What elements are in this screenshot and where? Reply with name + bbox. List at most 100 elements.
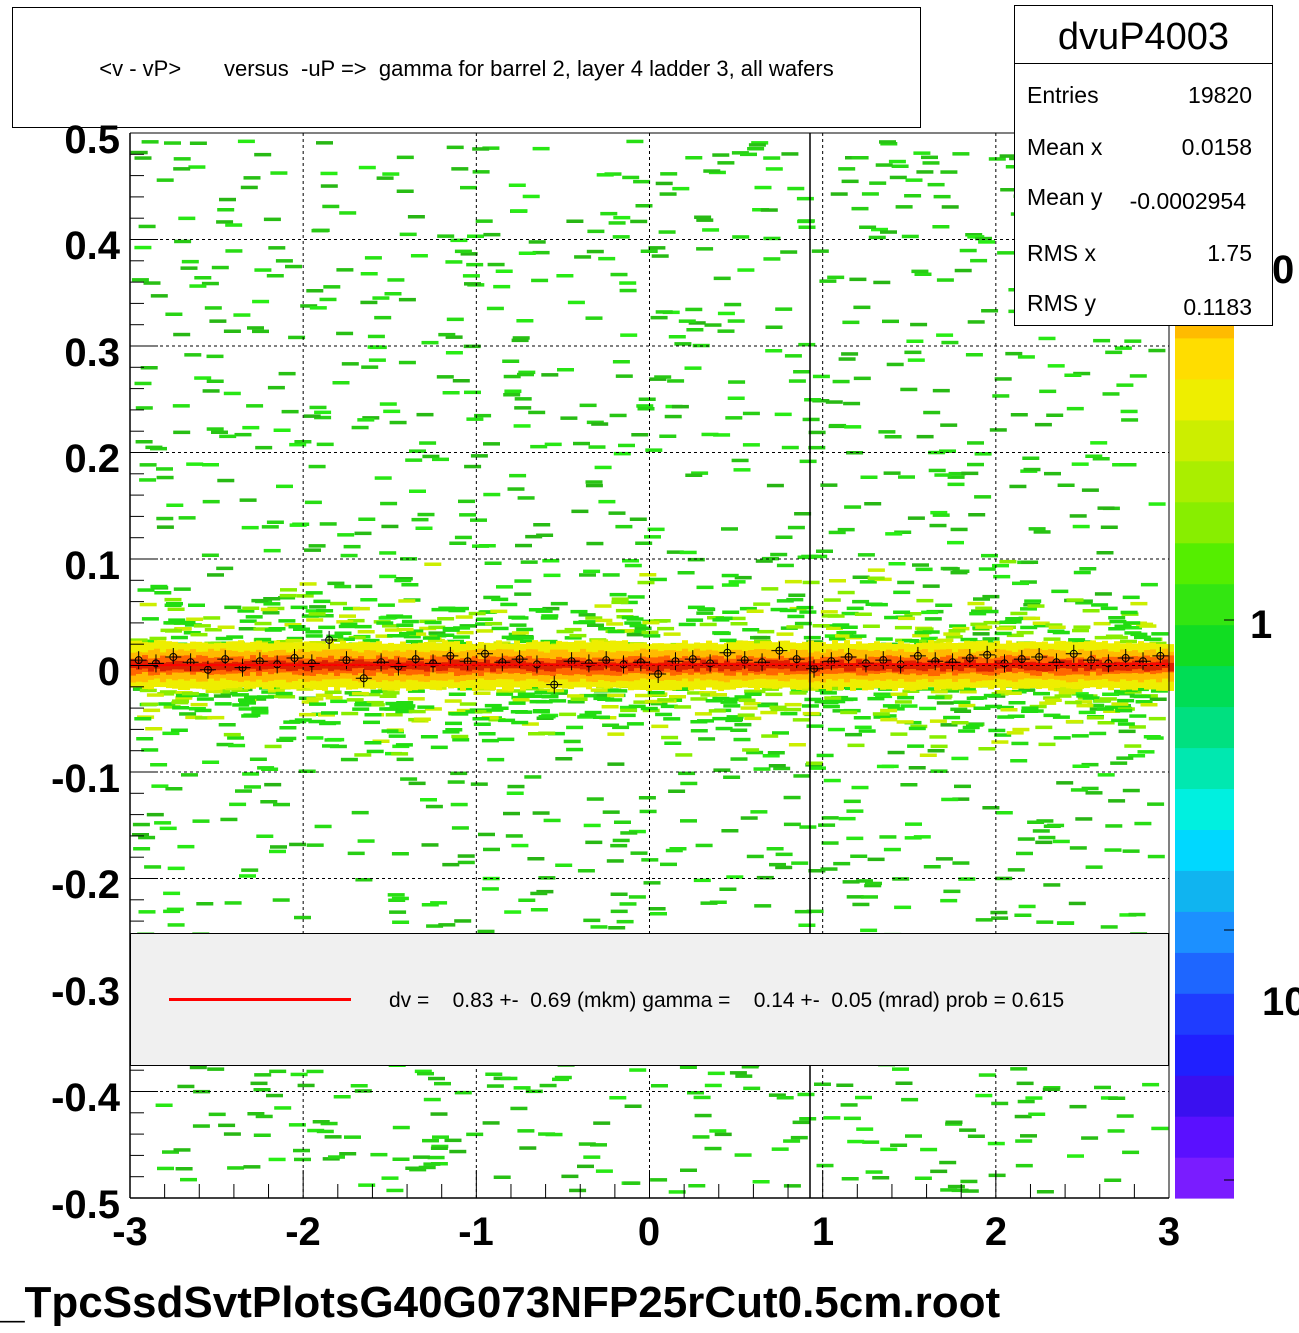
heatmap-cell [223, 732, 241, 737]
y-tick-label: 0.2 [64, 437, 120, 481]
heatmap-cell [841, 179, 859, 184]
heatmap-cell [542, 559, 560, 563]
heatmap-cell [1035, 725, 1053, 730]
heatmap-cell [219, 197, 236, 202]
heatmap-cell [388, 734, 406, 738]
heatmap-cell [238, 707, 256, 711]
heatmap-cell [539, 1083, 557, 1088]
heatmap-cell [913, 151, 931, 155]
heatmap-cell [334, 631, 352, 635]
heatmap-cell [729, 1071, 747, 1075]
heatmap-cell [445, 351, 463, 355]
heatmap-cell [357, 630, 375, 634]
heatmap-cell [138, 835, 156, 840]
heatmap-cell [309, 306, 327, 310]
heatmap-cell [294, 915, 311, 920]
heatmap-cell [486, 1084, 504, 1088]
heatmap-cell [947, 540, 964, 545]
heatmap-cell [511, 616, 529, 620]
heatmap-cell [852, 902, 870, 907]
profile-point [359, 674, 368, 683]
heatmap-cell [694, 1113, 712, 1118]
heatmap-cell [613, 451, 631, 456]
heatmap-cell [916, 627, 934, 631]
colorbar-label: 10 [1262, 980, 1299, 1024]
heatmap-cell [204, 628, 222, 632]
heatmap-cell [793, 774, 811, 778]
profile-point [498, 658, 507, 667]
heatmap-cell [978, 567, 996, 571]
heatmap-cell [270, 845, 287, 849]
heatmap-cell [1016, 630, 1034, 635]
heatmap-cell [278, 619, 296, 623]
colorbar-label: 0 [1272, 248, 1295, 292]
heatmap-cell [1038, 835, 1056, 840]
heatmap-cell [422, 636, 440, 640]
heatmap-cell [214, 702, 232, 706]
heatmap-cell [923, 865, 941, 869]
heatmap-cell [602, 573, 620, 577]
heatmap-cell [150, 584, 168, 589]
heatmap-cell [251, 598, 269, 603]
heatmap-band-cell [1168, 662, 1174, 672]
heatmap-cell [385, 701, 403, 706]
profile-point [550, 680, 559, 689]
heatmap-cell [456, 708, 474, 713]
heatmap-cell [452, 738, 470, 742]
heatmap-cell [341, 362, 359, 366]
heatmap-cell [191, 693, 209, 697]
heatmap-cell [507, 487, 525, 491]
heatmap-cell [137, 588, 155, 592]
heatmap-cell [407, 215, 425, 219]
heatmap-cell [978, 1073, 996, 1077]
heatmap-cell [1032, 621, 1050, 625]
heatmap-cell [878, 430, 896, 434]
heatmap-cell [452, 606, 469, 611]
heatmap-cell [1015, 1139, 1033, 1143]
heatmap-cell [352, 707, 370, 711]
heatmap-cell [1102, 692, 1120, 696]
heatmap-cell [156, 467, 173, 471]
heatmap-cell [445, 721, 462, 726]
heatmap-cell [475, 622, 493, 626]
heatmap-cell [305, 609, 323, 613]
heatmap-band-cell [184, 662, 190, 672]
heatmap-cell [930, 689, 948, 694]
heatmap-cell [309, 405, 327, 410]
heatmap-cell [1007, 868, 1025, 872]
heatmap-cell [1039, 701, 1057, 705]
heatmap-cell [1122, 788, 1140, 793]
heatmap-cell [879, 714, 897, 718]
heatmap-cell [382, 624, 399, 628]
heatmap-cell [1028, 1112, 1046, 1116]
heatmap-cell [1018, 904, 1036, 909]
heatmap-cell [241, 714, 259, 718]
heatmap-cell [798, 225, 816, 229]
heatmap-cell [741, 1065, 759, 1069]
heatmap-cell [146, 693, 164, 697]
heatmap-cell [853, 305, 871, 310]
heatmap-cell [775, 307, 793, 311]
heatmap-band-cell [646, 662, 652, 672]
heatmap-cell [788, 593, 806, 597]
heatmap-cell [606, 622, 624, 626]
heatmap-cell [839, 630, 857, 635]
heatmap-cell [389, 910, 407, 914]
heatmap-cell [267, 689, 285, 693]
heatmap-cell [253, 1133, 271, 1137]
heatmap-cell [141, 702, 159, 706]
heatmap-cell [890, 692, 908, 696]
heatmap-cell [1149, 641, 1167, 646]
heatmap-cell [460, 185, 477, 190]
heatmap-cell [928, 468, 946, 473]
heatmap-cell [136, 737, 154, 741]
heatmap-cell [757, 703, 775, 708]
heatmap-cell [959, 1128, 977, 1132]
heatmap-cell [374, 315, 392, 320]
heatmap-cell [306, 289, 324, 293]
heatmap-cell [744, 689, 762, 694]
heatmap-cell [935, 603, 953, 607]
heatmap-cell [715, 726, 733, 731]
heatmap-cell [637, 407, 655, 411]
heatmap-cell [320, 1121, 338, 1126]
